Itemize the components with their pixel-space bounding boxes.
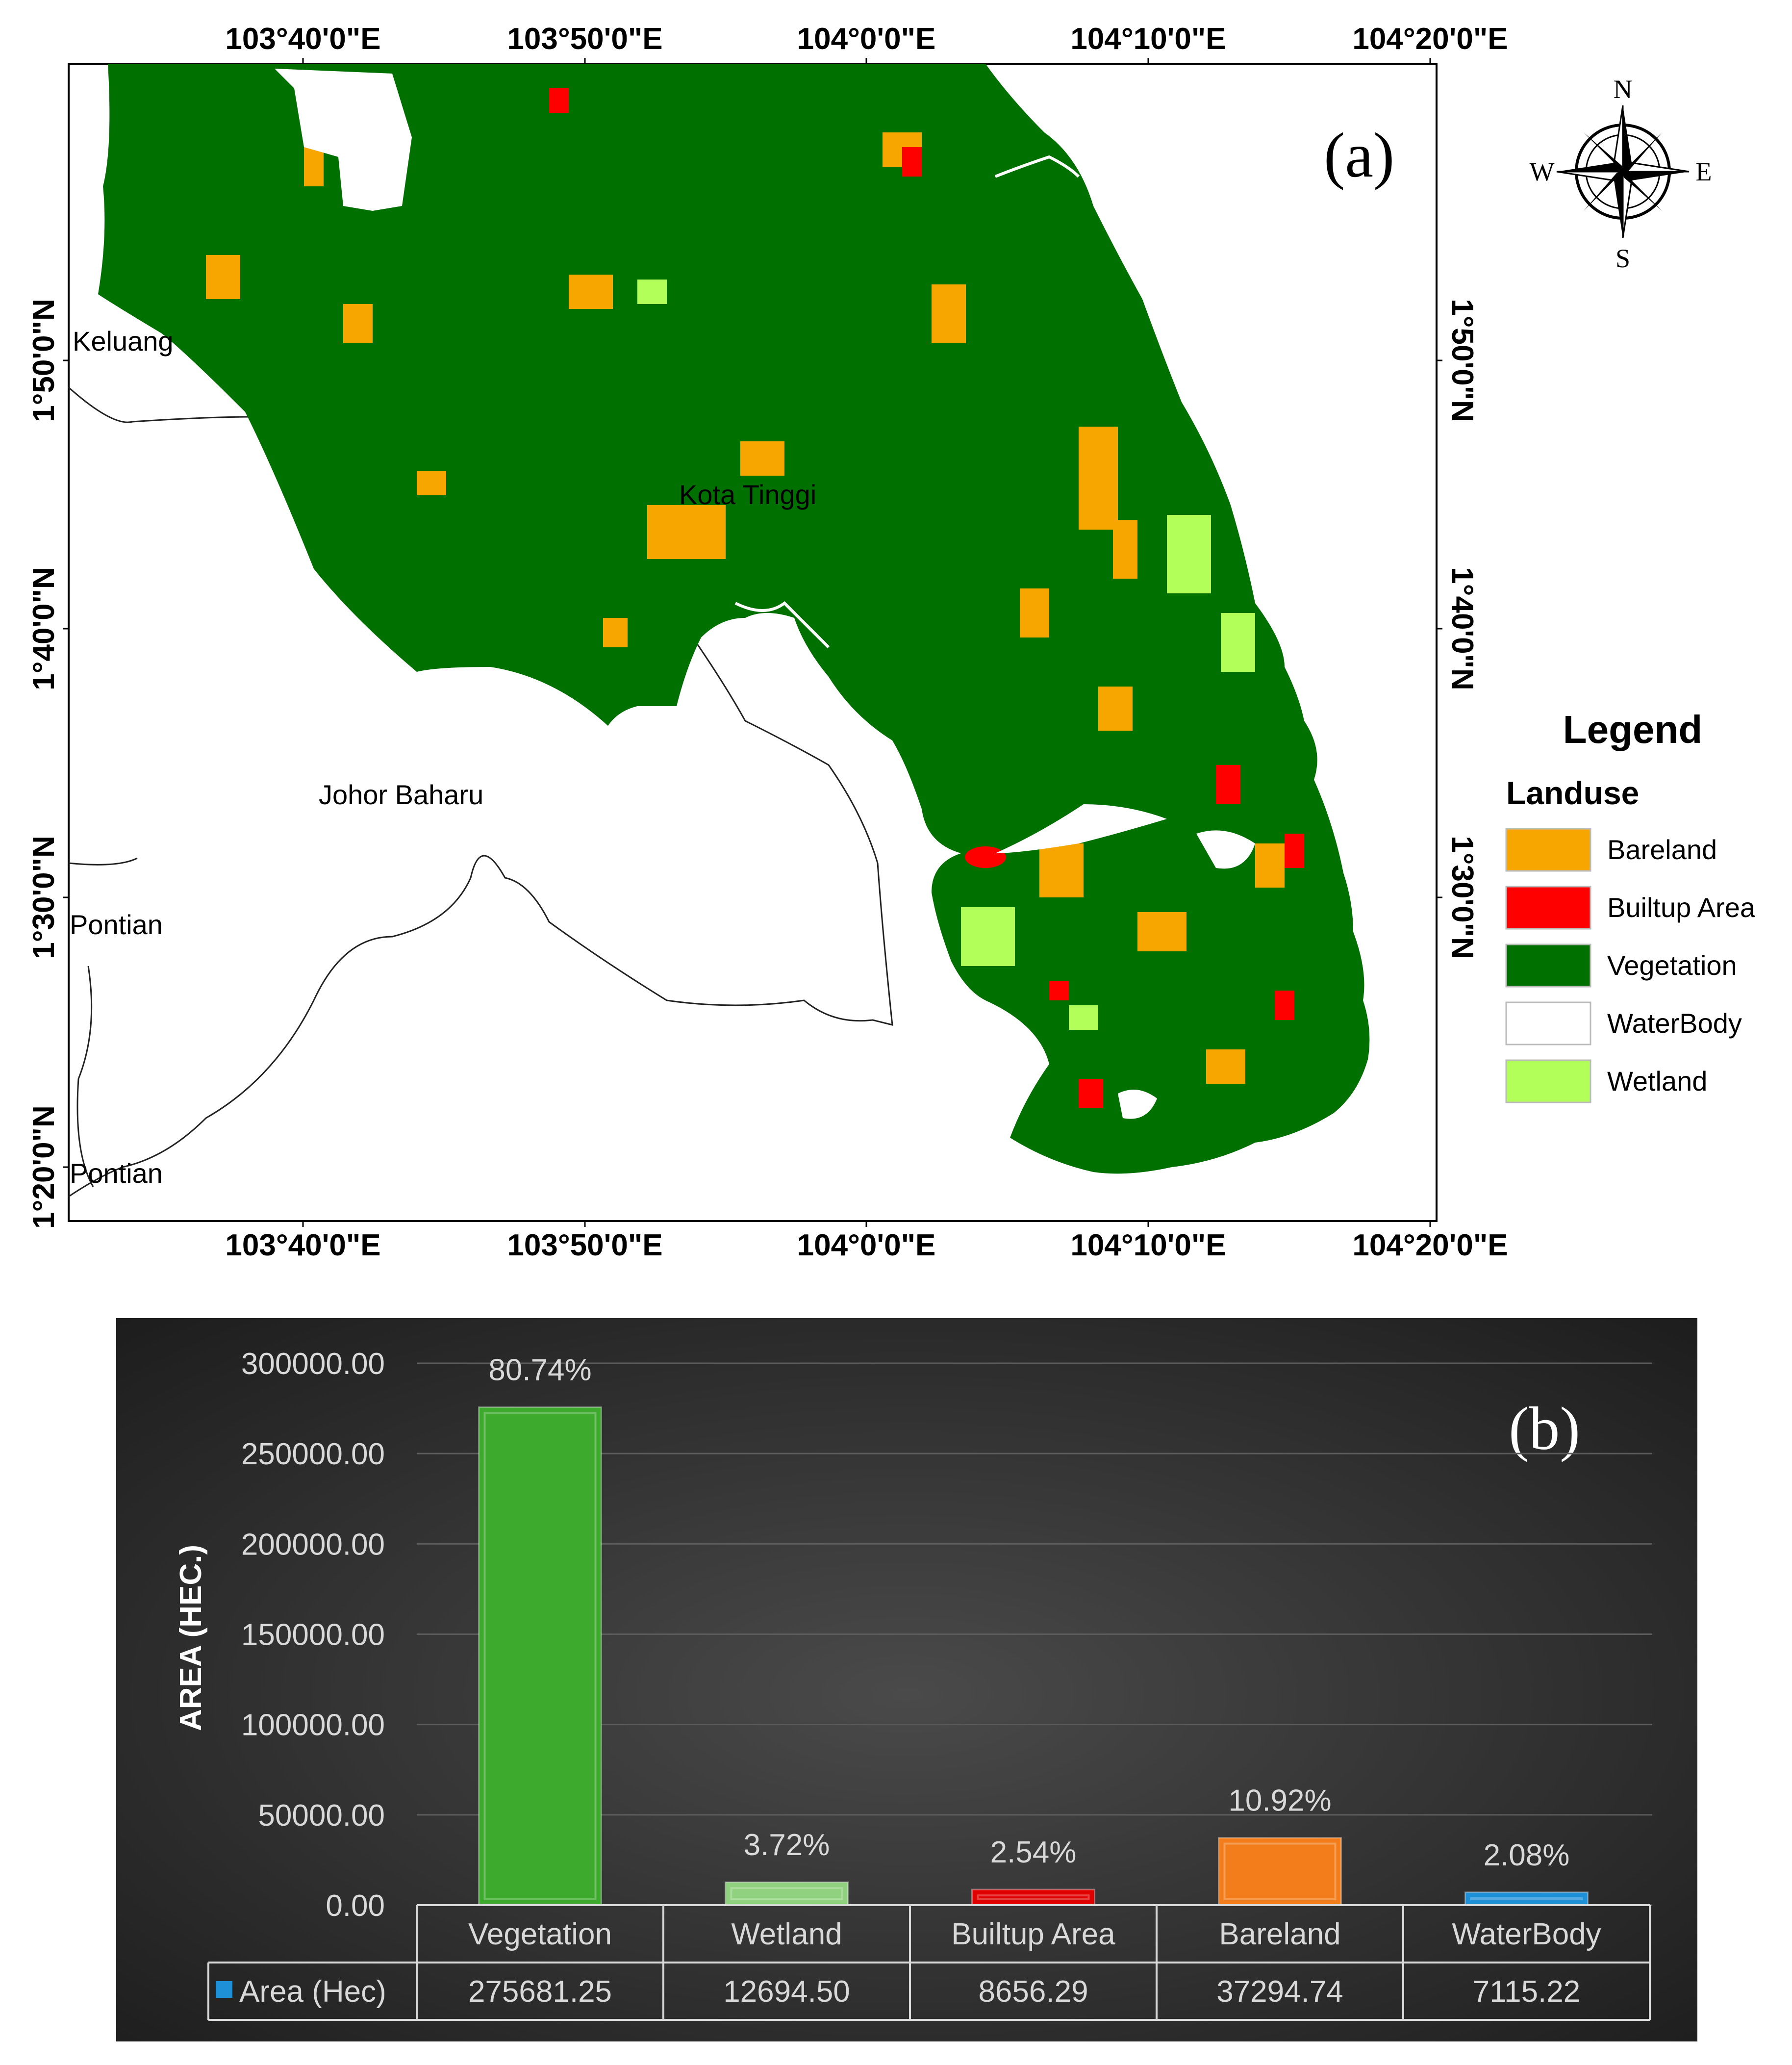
legend-subtitle: Landuse <box>1506 775 1639 811</box>
bar <box>725 1881 849 1906</box>
category-label: Builtup Area <box>951 1917 1115 1951</box>
coords-bottom: 103°40'0"E 103°50'0"E 104°0'0"E 104°10'0… <box>225 1228 1508 1262</box>
coord-label: 104°0'0"E <box>797 22 936 56</box>
percent-label: 2.08% <box>1484 1838 1570 1872</box>
y-tick-label: 100000.00 <box>241 1708 385 1742</box>
data-table: Vegetation 275681.25 Wetland 12694.50 Builtu… <box>207 1904 1651 2021</box>
outer-coastline <box>68 386 893 1198</box>
panel-label-a: (a) <box>1324 120 1394 191</box>
percent-label: 80.74% <box>488 1353 591 1387</box>
bar <box>1218 1837 1342 1906</box>
wetland-patches <box>637 280 1255 1030</box>
value-label: 37294.74 <box>1216 1975 1343 2009</box>
river <box>734 155 1080 649</box>
place-kota-tinggi: Kota Tinggi <box>679 479 816 510</box>
compass-west: W <box>1530 157 1555 186</box>
coord-label: 1°50'0"N <box>27 299 61 422</box>
coord-label: 1°30'0"N <box>1445 836 1479 959</box>
value-label: 7115.22 <box>1473 1975 1581 2009</box>
bar <box>971 1888 1095 1906</box>
coord-label: 104°20'0"E <box>1352 1228 1508 1262</box>
coord-label: 103°50'0"E <box>507 1228 662 1262</box>
percent-label: 2.54% <box>990 1836 1077 1869</box>
coord-label: 103°40'0"E <box>225 22 380 56</box>
legend-swatch <box>1505 828 1591 872</box>
place-johor-baharu: Johor Baharu <box>319 779 483 810</box>
y-tick-label: 250000.00 <box>241 1437 385 1471</box>
coord-label: 1°40'0"N <box>27 567 61 690</box>
bar-bevel <box>1223 1842 1337 1901</box>
legend-swatch <box>1505 1001 1591 1045</box>
percent-label: 3.72% <box>744 1828 830 1862</box>
compass-rose-icon: N S E W <box>1530 75 1712 273</box>
value-label: 12694.50 <box>723 1975 850 2009</box>
coord-label: 104°0'0"E <box>797 1228 936 1262</box>
legend-label: Bareland <box>1607 834 1717 865</box>
bareland-patches <box>206 113 1285 1084</box>
value-label: 275681.25 <box>468 1975 612 2009</box>
legend-swatch <box>1505 886 1591 930</box>
legend-label: WaterBody <box>1607 1008 1742 1039</box>
bar-bevel <box>730 1887 843 1901</box>
y-tick-label: 200000.00 <box>241 1528 385 1561</box>
coord-label: 103°40'0"E <box>225 1228 380 1262</box>
graticule-ticks <box>63 58 1442 1227</box>
y-tick-label: 300000.00 <box>241 1347 385 1381</box>
coord-label: 1°20'0"N <box>27 1105 61 1229</box>
coords-left: 1°50'0"N 1°40'0"N 1°30'0"N 1°20'0"N <box>27 299 61 1229</box>
percent-label: 10.92% <box>1228 1784 1331 1818</box>
coords-top: 103°40'0"E 103°50'0"E 104°0'0"E 104°10'0… <box>225 22 1508 56</box>
bar <box>1464 1891 1589 1906</box>
bar-bevel <box>483 1412 597 1900</box>
coord-label: 104°10'0"E <box>1070 1228 1226 1262</box>
value-label: 8656.29 <box>978 1975 1088 2009</box>
chart-background <box>116 1318 1697 2041</box>
coord-label: 103°50'0"E <box>507 22 662 56</box>
place-pontian: Pontian <box>70 909 163 940</box>
compass-north: N <box>1614 75 1633 104</box>
bars <box>478 1406 1589 1906</box>
coord-label: 104°10'0"E <box>1070 22 1226 56</box>
map-legend: Legend Landuse Bareland Builtup Area Veget… <box>1505 708 1756 1103</box>
waterbody-patches <box>275 69 1255 1119</box>
y-tick-label: 0.00 <box>326 1889 385 1923</box>
y-tick-labels: 0.00 50000.00 100000.00 150000.00 200000.00 2… <box>241 1347 385 1923</box>
bar <box>478 1406 602 1906</box>
y-tick-label: 150000.00 <box>241 1618 385 1652</box>
compass-south: S <box>1615 244 1630 273</box>
y-axis-label: AREA (HEC.) <box>174 1545 208 1731</box>
coord-label: 1°40'0"N <box>1445 567 1479 690</box>
series-legend-label: Area (Hec) <box>239 1975 386 2009</box>
category-label: WaterBody <box>1452 1917 1601 1951</box>
y-tick-label: 50000.00 <box>258 1799 385 1833</box>
legend-swatch <box>1505 1059 1591 1103</box>
percent-labels: 80.74% 3.72% 2.54% 10.92% 2.08% <box>488 1353 1569 1872</box>
legend-label: Wetland <box>1607 1066 1707 1096</box>
legend-items: Bareland Builtup Area Vegetation WaterBody W… <box>1505 828 1756 1103</box>
category-label: Wetland <box>731 1917 842 1951</box>
compass-east: E <box>1696 157 1712 186</box>
bar-bevel <box>977 1894 1090 1900</box>
coords-right: 1°50'0"N 1°40'0"N 1°30'0"N <box>1445 299 1479 959</box>
legend-title: Legend <box>1563 708 1702 751</box>
panel-label-b: (b) <box>1509 1395 1580 1463</box>
bar-bevel <box>1470 1897 1583 1900</box>
place-pontian: Pontian <box>70 1158 163 1189</box>
series-legend-marker <box>216 1981 232 1998</box>
legend-label: Builtup Area <box>1607 892 1756 923</box>
coord-label: 104°20'0"E <box>1352 22 1508 56</box>
coord-label: 1°30'0"N <box>27 836 61 959</box>
builtup-patches <box>549 88 1304 1108</box>
category-label: Vegetation <box>468 1917 612 1951</box>
coord-label: 1°50'0"N <box>1445 299 1479 422</box>
legend-swatch <box>1505 943 1591 988</box>
place-keluang: Keluang <box>73 326 174 357</box>
landuse-map-figure: 103°40'0"E 103°50'0"E 104°0'0"E 104°10'0… <box>27 22 1756 1262</box>
legend-label: Vegetation <box>1607 950 1737 981</box>
category-label: Bareland <box>1219 1917 1340 1951</box>
